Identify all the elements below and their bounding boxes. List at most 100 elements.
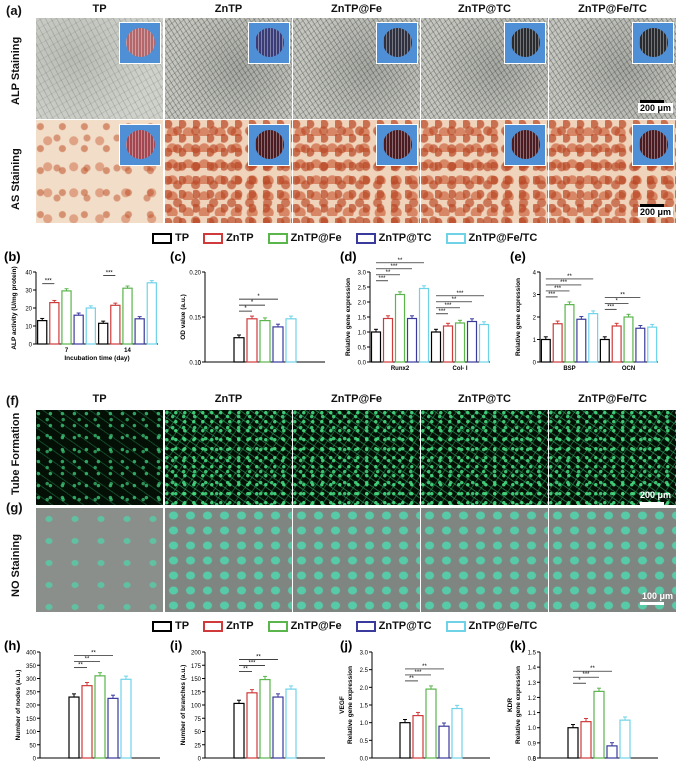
- significance-label: **: [243, 666, 248, 672]
- significance-label: **: [422, 664, 427, 670]
- x-tick-label: 14: [124, 348, 131, 354]
- y-tick-label: 100: [26, 730, 37, 736]
- chart-d: 0.0 0.5 1.0 1.5 2.0 2.5 3.0 Relative gene expre…: [345, 258, 490, 372]
- y-tick-label: 3.0: [360, 651, 369, 657]
- legend-swatch: [152, 620, 172, 632]
- legend-label: TP: [175, 620, 190, 632]
- legend-label: ZnTP@Fe/TC: [468, 232, 538, 244]
- legend-swatch: [267, 620, 288, 632]
- significance-label: *: [257, 294, 260, 300]
- significance-label: **: [398, 258, 403, 264]
- significance-label: **: [85, 657, 90, 663]
- axis-break-label: 0: [198, 361, 202, 367]
- y-tick-label: 0.8: [528, 757, 537, 763]
- panel-label-k: (k): [510, 638, 526, 653]
- bar: [110, 304, 121, 345]
- bar: [593, 690, 605, 759]
- significance-label: ***: [560, 280, 568, 286]
- bar: [94, 675, 106, 759]
- significance-label: **: [256, 654, 261, 660]
- bar: [382, 317, 394, 363]
- scaffold-inset-photo: [376, 124, 418, 166]
- legend-entry-zntp-fe-tc: ZnTP@Fe/TC: [445, 232, 538, 244]
- legend-label: TP: [175, 232, 190, 244]
- y-tick-label: 1.4: [528, 666, 537, 672]
- panel-label-e: (e): [510, 250, 526, 264]
- column-title-zntp-fe-tc: ZnTP@Fe/TC: [578, 393, 647, 405]
- chart-title: KDR: [507, 698, 514, 712]
- bar: [425, 688, 437, 759]
- legend-swatch: [355, 620, 376, 632]
- y-tick-label: 0: [33, 757, 37, 763]
- no-image-zntp: [165, 508, 292, 612]
- y-tick-label: 1.5: [528, 651, 537, 657]
- y-tick-label: 0.20: [189, 271, 201, 277]
- scaffold-disc: [383, 28, 412, 57]
- no-image-zntp-fe-tc: [549, 508, 676, 612]
- legend-entry-zntp: ZnTP: [203, 620, 254, 632]
- y-tick-label: 350: [26, 664, 37, 670]
- x-tick-label: Col- I: [453, 366, 468, 372]
- y-tick-label: 25: [194, 743, 201, 749]
- panel-label-a: (a): [6, 3, 22, 18]
- legend-entry-zntp-fe-tc: ZnTP@Fe/TC: [445, 620, 538, 632]
- y-tick-label: 0.0: [358, 361, 367, 367]
- significance-label: ***: [414, 670, 422, 676]
- y-tick-label: 250: [26, 690, 37, 696]
- scale-bar-label: 200 μm: [640, 490, 672, 500]
- y-tick-label: 0: [29, 343, 33, 349]
- bar: [466, 320, 478, 363]
- bar: [246, 318, 258, 363]
- significance-label: ***: [582, 672, 590, 678]
- significance-label: **: [409, 676, 414, 682]
- y-axis-label: Relative gene expression: [515, 278, 522, 356]
- y-tick-label: 2: [533, 316, 537, 322]
- scale-bar-label: 200 μm: [638, 207, 674, 217]
- scaffold-disc: [511, 28, 540, 57]
- chart-title: VEGF: [339, 696, 346, 714]
- scale-bar-line: [640, 602, 664, 605]
- scaffold-inset-photo: [632, 22, 674, 64]
- row-label-tube: Tube Formation: [10, 412, 22, 495]
- bar: [73, 314, 84, 345]
- column-title-tp: TP: [92, 393, 107, 405]
- bar: [370, 331, 382, 363]
- bar: [37, 319, 48, 345]
- chart-h: 0 50 100 150 200 250 300 350 400 Number of nodes …: [15, 651, 160, 763]
- y-tick-label: 3.0: [358, 271, 367, 277]
- bar: [259, 319, 271, 363]
- scaffold-inset-photo: [119, 124, 161, 166]
- y-tick-label: 1.5: [360, 704, 369, 710]
- bar: [567, 727, 579, 759]
- bar: [451, 707, 463, 759]
- bar: [272, 696, 284, 759]
- significance-label: **: [386, 270, 391, 276]
- scaffold-disc: [126, 28, 155, 57]
- x-tick-label: Runx2: [391, 366, 410, 372]
- scaffold-inset-photo: [248, 22, 290, 64]
- y-tick-label: 2.5: [358, 286, 367, 292]
- bar: [107, 697, 119, 759]
- significance-label: ***: [444, 303, 452, 309]
- significance-label: ***: [456, 291, 464, 297]
- axis-break-label: 0: [533, 757, 537, 763]
- bar: [606, 745, 618, 759]
- legend-swatch: [355, 232, 376, 244]
- scaffold-disc: [255, 130, 284, 159]
- legend-label: ZnTP: [226, 232, 254, 244]
- alp-image-zntp-tc: [421, 18, 548, 119]
- y-tick-label: 75: [194, 717, 201, 723]
- scale-bar-line: [640, 502, 664, 505]
- row-label-alp: ALP Staining: [10, 36, 22, 105]
- legend-bottom: TP ZnTP ZnTP@Fe ZnTP@TC ZnTP@Fe/TC: [152, 620, 537, 632]
- legend-label: ZnTP@Fe: [290, 620, 342, 632]
- bar: [85, 307, 96, 345]
- scaffold-inset-photo: [376, 22, 418, 64]
- legend-label: ZnTP@Fe/TC: [468, 620, 538, 632]
- bar: [246, 692, 258, 759]
- bar: [580, 721, 592, 759]
- legend-entry-zntp-fe: ZnTP@Fe: [267, 620, 342, 632]
- bar: [412, 714, 424, 759]
- bar: [394, 293, 406, 363]
- y-axis-label: Number of branches (a.u.): [180, 665, 187, 746]
